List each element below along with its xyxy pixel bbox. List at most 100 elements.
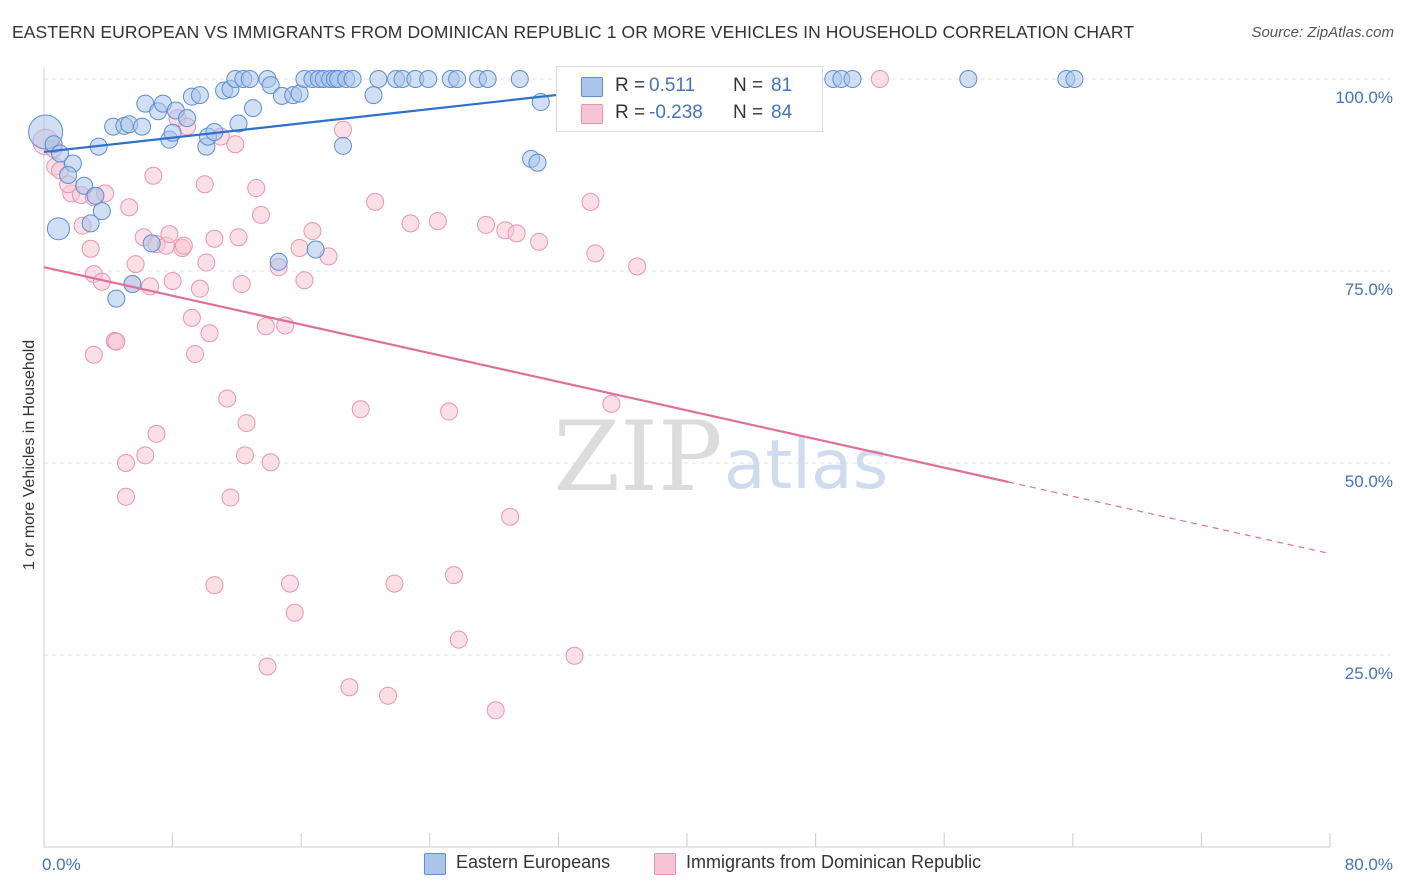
- dominican-point[interactable]: [226, 135, 245, 154]
- dominican-point[interactable]: [144, 166, 163, 185]
- eastern-european-point[interactable]: [229, 114, 248, 133]
- dominican-point[interactable]: [252, 205, 271, 224]
- eastern-european-point[interactable]: [123, 275, 142, 294]
- dominican-point[interactable]: [247, 179, 266, 198]
- dominican-point[interactable]: [190, 279, 209, 298]
- watermark: ZIP atlas: [553, 401, 888, 513]
- eastern-european-point[interactable]: [133, 117, 152, 136]
- eastern-european-point[interactable]: [269, 252, 288, 271]
- dominican-point[interactable]: [440, 402, 459, 421]
- dominican-point[interactable]: [195, 175, 214, 194]
- eastern-european-point[interactable]: [448, 70, 467, 88]
- r-label: R =: [615, 102, 646, 123]
- eastern-european-point[interactable]: [419, 70, 438, 88]
- dominican-point[interactable]: [163, 271, 182, 290]
- dominican-point[interactable]: [232, 275, 251, 294]
- r-value: -0.238: [649, 102, 703, 123]
- eastern-european-point[interactable]: [261, 76, 280, 95]
- dominican-point[interactable]: [200, 324, 219, 343]
- dominican-point[interactable]: [197, 253, 216, 272]
- dominican-point[interactable]: [256, 317, 275, 336]
- source-label: Source: ZipAtlas.com: [1251, 24, 1394, 41]
- eastern-european-point[interactable]: [333, 136, 352, 155]
- dominican-point[interactable]: [295, 271, 314, 290]
- eastern-european-point[interactable]: [142, 234, 161, 253]
- eastern-european-point[interactable]: [243, 99, 262, 118]
- dominican-point[interactable]: [221, 488, 240, 507]
- dominican-point[interactable]: [486, 701, 505, 720]
- dominican-point[interactable]: [530, 232, 549, 251]
- dominican-point[interactable]: [280, 574, 299, 593]
- dominican-point[interactable]: [449, 630, 468, 649]
- eastern-european-point[interactable]: [240, 70, 259, 88]
- eastern-european-point[interactable]: [81, 214, 100, 233]
- dominican-point[interactable]: [81, 239, 100, 258]
- dominican-point[interactable]: [258, 657, 277, 676]
- dominican-point[interactable]: [428, 212, 447, 231]
- dominican-point[interactable]: [205, 576, 224, 595]
- dominican-point[interactable]: [160, 225, 179, 244]
- dominican-point[interactable]: [351, 400, 370, 419]
- dominican-point[interactable]: [136, 446, 155, 465]
- dominican-point[interactable]: [116, 454, 135, 472]
- eastern-european-point[interactable]: [478, 70, 497, 88]
- dominican-point[interactable]: [107, 332, 126, 351]
- eastern-european-point[interactable]: [75, 176, 94, 195]
- dominican-point[interactable]: [235, 446, 254, 465]
- eastern-european-point[interactable]: [528, 153, 547, 172]
- eastern-european-point[interactable]: [190, 86, 209, 105]
- dominican-point[interactable]: [126, 255, 145, 274]
- dominican-point[interactable]: [218, 389, 237, 408]
- eastern-european-point[interactable]: [178, 109, 197, 128]
- eastern-european-point[interactable]: [364, 86, 383, 105]
- dominican-point[interactable]: [229, 228, 248, 247]
- eastern-european-point[interactable]: [369, 70, 388, 88]
- dominican-point[interactable]: [366, 192, 385, 211]
- tick-labels: 100.0% 75.0% 50.0% 25.0% 0.0% 80.0%: [42, 88, 1393, 874]
- eastern-european-point[interactable]: [86, 186, 105, 205]
- y-axis-label: 1 or more Vehicles in Household: [21, 340, 38, 570]
- dominican-point[interactable]: [477, 215, 496, 234]
- eastern-european-point[interactable]: [46, 217, 71, 241]
- dominican-point[interactable]: [116, 487, 135, 506]
- eastern-european-point[interactable]: [306, 240, 325, 259]
- dominican-point[interactable]: [501, 507, 520, 526]
- dominican-point[interactable]: [340, 678, 359, 697]
- eastern-european-point[interactable]: [59, 166, 78, 184]
- dominican-point[interactable]: [237, 414, 256, 433]
- eastern-european-point[interactable]: [510, 70, 529, 88]
- eastern-european-point[interactable]: [959, 70, 978, 88]
- series-legend: Eastern Europeans Immigrants from Domini…: [0, 852, 1406, 878]
- dominican-point[interactable]: [84, 345, 103, 364]
- dominican-point[interactable]: [385, 574, 404, 593]
- dominican-point[interactable]: [186, 344, 205, 363]
- dominican-point[interactable]: [507, 224, 526, 243]
- legend-swatch-pink: [654, 853, 676, 875]
- dominican-point[interactable]: [379, 686, 398, 705]
- dominican-point[interactable]: [333, 120, 352, 139]
- eastern-european-point[interactable]: [343, 70, 362, 88]
- dominican-point[interactable]: [586, 244, 605, 263]
- dominican-point[interactable]: [581, 192, 600, 211]
- dominican-point[interactable]: [401, 214, 420, 233]
- eastern-european-point[interactable]: [1065, 70, 1084, 88]
- eastern-european-point[interactable]: [843, 70, 862, 88]
- dominican-point[interactable]: [444, 566, 463, 585]
- dominican-point[interactable]: [285, 603, 304, 622]
- eastern-european-point[interactable]: [92, 202, 111, 221]
- dominican-point[interactable]: [205, 229, 224, 248]
- dominican-point[interactable]: [602, 394, 621, 413]
- dominican-point[interactable]: [290, 238, 309, 257]
- dominican-point[interactable]: [147, 424, 166, 443]
- eastern-european-point[interactable]: [107, 289, 126, 308]
- watermark-atlas: atlas: [724, 426, 888, 505]
- dominican-point[interactable]: [174, 236, 193, 255]
- dominican-point[interactable]: [182, 308, 201, 327]
- dominican-point[interactable]: [628, 257, 647, 276]
- dominican-point[interactable]: [565, 646, 584, 665]
- dominican-point[interactable]: [120, 198, 139, 217]
- dominican-point[interactable]: [303, 222, 322, 241]
- dominican-point[interactable]: [261, 453, 280, 472]
- dominican-point[interactable]: [870, 70, 889, 88]
